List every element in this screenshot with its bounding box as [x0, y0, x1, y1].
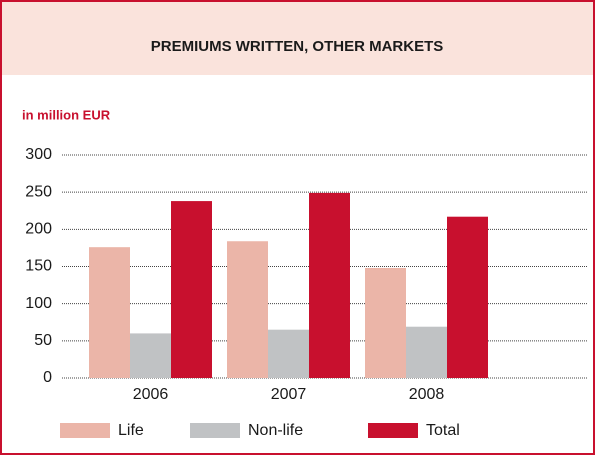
- legend-label: Life: [118, 422, 144, 439]
- y-tick-label: 100: [25, 295, 52, 312]
- bar: [268, 329, 309, 378]
- header-band: [2, 2, 593, 75]
- x-tick-label: 2008: [409, 386, 445, 403]
- legend-label: Total: [426, 422, 460, 439]
- bar: [406, 326, 447, 378]
- y-tick-label: 0: [43, 369, 52, 386]
- bar: [365, 267, 406, 378]
- bar: [309, 192, 350, 378]
- legend-label: Non-life: [248, 422, 303, 439]
- subtitle: in million EUR: [22, 107, 111, 122]
- bar: [227, 241, 268, 378]
- y-tick-label: 150: [25, 258, 52, 275]
- y-tick-label: 300: [25, 146, 52, 163]
- bar: [130, 333, 171, 378]
- chart-title: PREMIUMS WRITTEN, OTHER MARKETS: [151, 38, 444, 55]
- bar: [171, 201, 212, 378]
- x-tick-label: 2007: [271, 386, 307, 403]
- y-tick-label: 250: [25, 183, 52, 200]
- legend-swatch: [190, 423, 240, 438]
- bar: [447, 216, 488, 378]
- legend-swatch: [368, 423, 418, 438]
- legend-swatch: [60, 423, 110, 438]
- y-tick-label: 50: [34, 332, 52, 349]
- x-tick-label: 2006: [133, 386, 169, 403]
- y-tick-label: 200: [25, 221, 52, 238]
- bar: [89, 247, 130, 378]
